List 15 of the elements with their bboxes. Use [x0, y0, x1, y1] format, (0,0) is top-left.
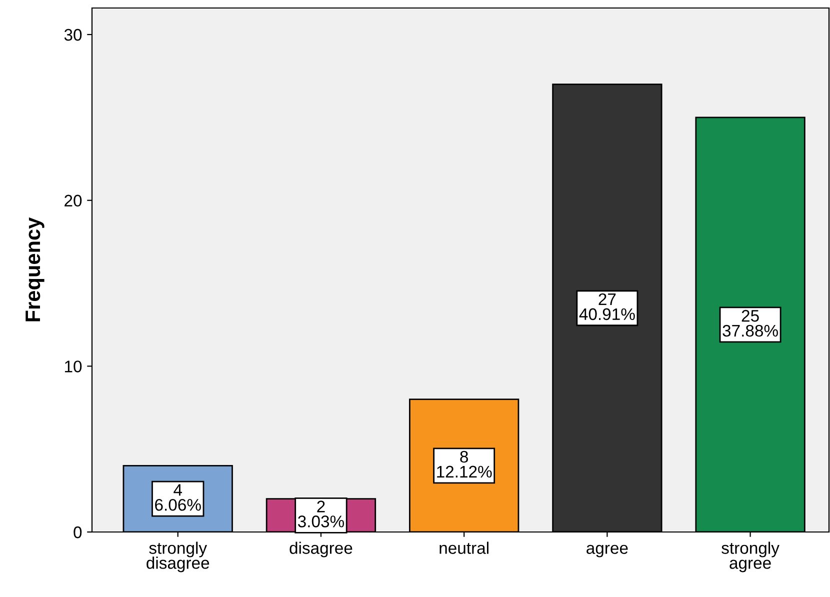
y-tick-label: 30 — [64, 28, 82, 41]
data-label: 4 6.06% — [155, 484, 201, 511]
x-tick-label: strongly disagree — [146, 542, 210, 572]
x-tick-label: neutral — [440, 542, 488, 554]
y-axis-title: Frequency — [26, 217, 44, 322]
y-tick-label: 10 — [65, 360, 82, 372]
data-label: 2 3.03% — [298, 500, 344, 528]
y-tick-label: 0 — [74, 526, 82, 538]
data-label: 8 12.12% — [437, 450, 492, 478]
y-tick-label: 20 — [64, 194, 82, 207]
x-tick-label: strongly agree — [722, 542, 780, 572]
data-label: 25 37.88% — [722, 310, 778, 337]
x-tick-label: agree — [586, 544, 628, 558]
data-label: 27 40.91% — [579, 293, 635, 320]
x-tick-label: disagree — [290, 542, 352, 558]
